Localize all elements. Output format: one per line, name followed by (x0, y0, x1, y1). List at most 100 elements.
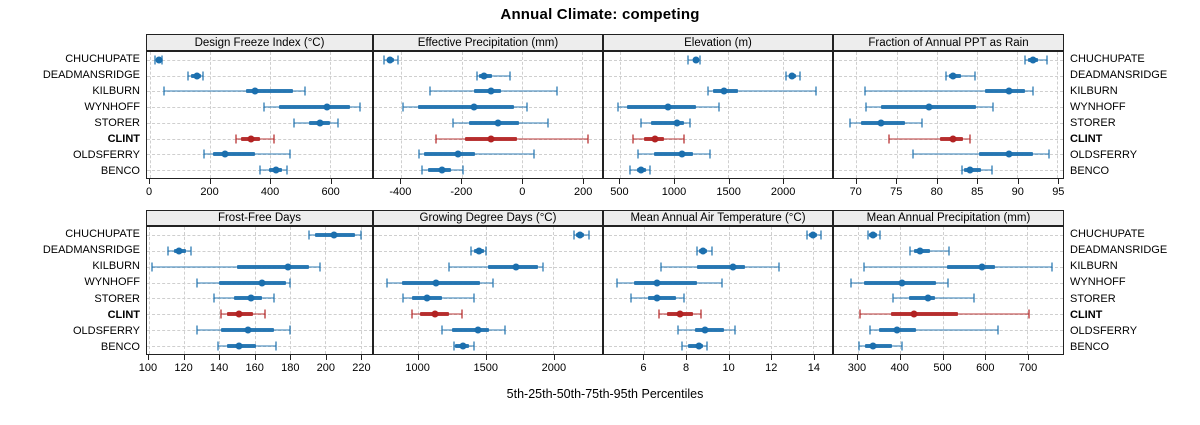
v-gridline (644, 227, 646, 354)
whisker-cap (1032, 86, 1035, 96)
axis-tick-mark (149, 179, 151, 184)
h-gridline (374, 234, 602, 236)
median-dot (637, 166, 645, 174)
h-gridline (374, 298, 602, 300)
quartile-band (654, 152, 694, 157)
whisker-cap (820, 230, 823, 240)
whisker-cap (648, 165, 651, 175)
median-dot (272, 166, 280, 174)
station-label: OLDSFERRY (1070, 149, 1138, 161)
station-label: STORER (1070, 292, 1116, 305)
whisker-cap (947, 246, 950, 256)
whisker-cap (401, 293, 404, 303)
v-gridline (770, 227, 772, 354)
h-gridline (604, 75, 832, 77)
axis-tick-label: 0 (145, 186, 153, 198)
axis-tick-mark (325, 355, 327, 360)
quartile-band (452, 328, 489, 333)
whisker-cap (272, 134, 275, 144)
h-gridline (147, 154, 372, 156)
whisker-cap (631, 134, 634, 144)
axis-tick-mark (771, 355, 773, 360)
whisker-cap (318, 262, 321, 272)
axis-tick-label: 12 (765, 362, 778, 374)
quartile-band (469, 120, 519, 125)
median-dot (470, 103, 478, 111)
h-gridline (374, 154, 602, 156)
axis-tick-mark (728, 179, 730, 184)
panel-growing-degree-days-c-: Growing Degree Days (°C) (373, 210, 603, 361)
whisker-cap (428, 86, 431, 96)
panel-elevation-m-: Elevation (m) (603, 34, 833, 185)
whisker-cap (1048, 149, 1051, 159)
whisker-cap (911, 149, 914, 159)
whisker-cap (470, 246, 473, 256)
h-gridline (604, 59, 832, 61)
axis-tick-label: 90 (1011, 186, 1024, 198)
whisker-cap (968, 134, 971, 144)
axis-tick-label: 160 (245, 362, 264, 374)
median-dot (653, 279, 661, 287)
v-gridline (270, 52, 271, 178)
quartile-band (233, 296, 262, 301)
panel-plot-area (373, 226, 603, 355)
station-label: WYNHOFF (1070, 101, 1126, 113)
station-label: CHUCHUPATE (1070, 53, 1145, 65)
axis-tick-label: 80 (930, 186, 943, 198)
median-dot (729, 263, 737, 271)
axis-tick-label: 700 (1018, 362, 1038, 374)
h-gridline (147, 59, 372, 61)
station-label: OLDSFERRY (72, 324, 140, 337)
median-dot (978, 263, 986, 271)
whisker-cap (308, 230, 311, 240)
median-dot (966, 166, 974, 174)
median-dot (651, 135, 659, 143)
v-gridline (553, 227, 555, 354)
whisker-line (476, 74, 510, 77)
panel-plot-area (146, 226, 373, 355)
whisker-cap (289, 278, 291, 288)
median-dot (512, 263, 520, 271)
whisker-line (707, 90, 817, 93)
panel-plot-area (603, 226, 833, 355)
quartile-band (696, 264, 746, 269)
whisker-cap (303, 86, 306, 96)
quartile-band (626, 105, 697, 110)
median-dot (474, 326, 482, 334)
median-dot (487, 87, 495, 95)
whisker-cap (572, 230, 575, 240)
whisker-cap (460, 309, 463, 319)
axis-tick-mark (643, 355, 645, 360)
axis-tick-label: 75 (890, 186, 903, 198)
quartile-band (246, 89, 293, 94)
whisker-cap (418, 149, 421, 159)
whisker-cap (336, 118, 339, 128)
v-gridline (674, 52, 676, 178)
median-dot (480, 72, 488, 80)
median-dot (323, 103, 331, 111)
axis-tick-label: 2000 (770, 186, 796, 198)
h-gridline (834, 234, 1063, 236)
panel-plot-area (603, 51, 833, 179)
whisker-cap (733, 325, 736, 335)
h-gridline (604, 250, 832, 252)
whisker-cap (452, 341, 455, 351)
whisker-cap (410, 309, 413, 319)
axis-tick-label: 180 (281, 362, 300, 374)
whisker-cap (555, 86, 558, 96)
quartile-band (864, 344, 893, 349)
station-label: DEADMANSRIDGE (1070, 244, 1168, 257)
whisker-cap (151, 262, 154, 272)
median-dot (247, 135, 254, 143)
median-dot (454, 150, 462, 158)
axis-tick-label: 1500 (716, 186, 741, 198)
whisker-cap (504, 325, 507, 335)
whisker-cap (887, 134, 890, 144)
whisker-cap (721, 278, 724, 288)
median-dot (235, 342, 243, 350)
whisker-cap (700, 309, 703, 319)
whisker-cap (1045, 55, 1048, 65)
h-gridline (834, 59, 1063, 61)
axis-tick-mark (977, 179, 979, 184)
v-gridline (149, 52, 151, 178)
